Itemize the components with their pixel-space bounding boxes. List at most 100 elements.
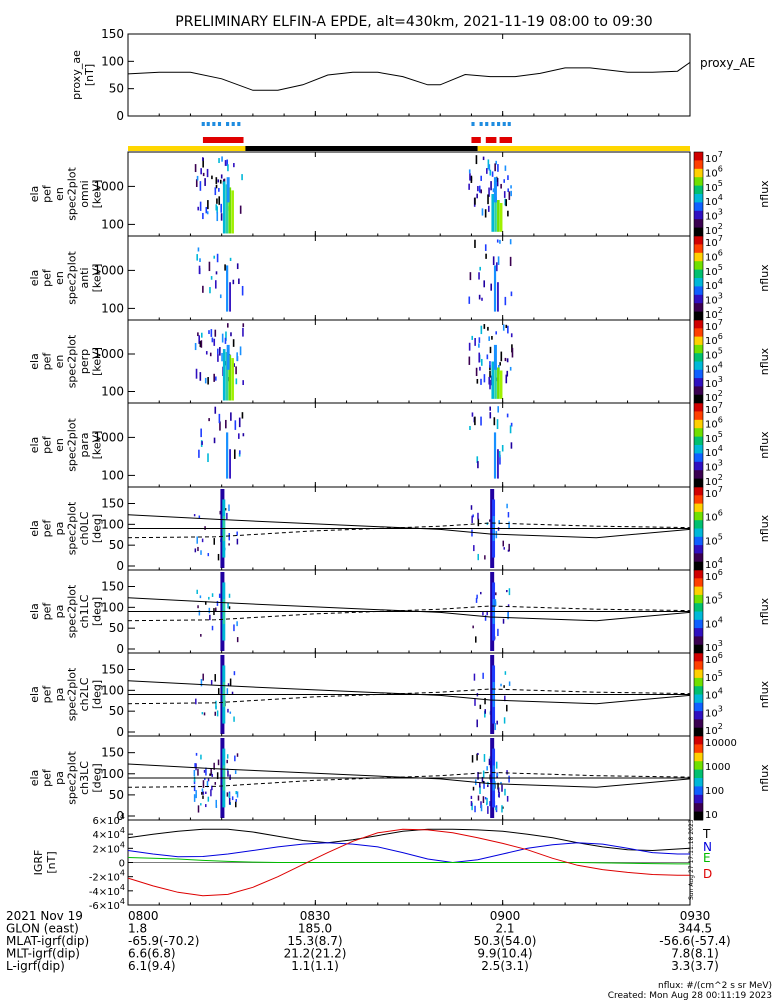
flux-pixel bbox=[216, 772, 219, 780]
colorbar-band bbox=[694, 303, 703, 313]
flux-pixel bbox=[194, 342, 197, 351]
ephemeris-value: -65.9(-70.2) bbox=[128, 934, 199, 948]
flux-pixel bbox=[216, 253, 219, 263]
loss-cone-lines-ch2LC bbox=[127, 680, 691, 705]
y-tick-label: 4×104 bbox=[92, 826, 125, 841]
flux-pixel bbox=[474, 338, 476, 346]
flux-pixel bbox=[228, 606, 231, 610]
loss-cone-boundary bbox=[127, 680, 691, 705]
flux-pixel bbox=[233, 449, 236, 459]
flux-pixel bbox=[219, 510, 221, 515]
colorbar-tick-label: 106 bbox=[705, 651, 723, 666]
flux-pixel bbox=[227, 602, 229, 609]
flux-pixel bbox=[504, 165, 507, 171]
flux-pixel bbox=[194, 164, 197, 173]
flux-pixel bbox=[233, 671, 236, 676]
flux-pixel bbox=[480, 416, 482, 426]
flux-pixel bbox=[488, 376, 491, 385]
flux-pixel bbox=[487, 806, 489, 814]
colorbar-band bbox=[694, 694, 703, 704]
anti-loss-cone-boundary bbox=[127, 605, 691, 622]
flux-pixel bbox=[234, 420, 237, 430]
flux-pixel bbox=[473, 673, 476, 681]
colorbar-tick-label: 104 bbox=[705, 193, 723, 208]
colorbar-band bbox=[694, 286, 703, 296]
colorbar-label: nflux bbox=[758, 180, 771, 208]
flux-pixel bbox=[506, 503, 508, 509]
y-tick-label: 100 bbox=[101, 767, 124, 781]
colorbar-band bbox=[694, 478, 703, 488]
flux-pixel bbox=[238, 417, 241, 428]
loss-cone-lines-ch3LC bbox=[127, 763, 691, 788]
ylabel-anti: en bbox=[53, 271, 66, 285]
flux-pixel bbox=[224, 264, 226, 271]
flux-pixel bbox=[484, 615, 487, 621]
science-zone-marker bbox=[497, 122, 501, 126]
flux-pixel bbox=[218, 196, 221, 205]
flux-pixel bbox=[242, 433, 245, 437]
flux-pixel bbox=[198, 335, 200, 344]
flux-pixel bbox=[508, 191, 511, 200]
y-tick-label: 100 bbox=[101, 385, 124, 399]
flux-pixel bbox=[507, 175, 509, 180]
colorbar-label: nflux bbox=[758, 764, 771, 792]
flux-pixel bbox=[480, 189, 483, 194]
ephemeris-value: 2.1 bbox=[495, 922, 514, 936]
flux-pixel bbox=[494, 163, 496, 172]
colorbar-band bbox=[694, 803, 703, 813]
colorbar-tick-label: 105 bbox=[705, 592, 723, 607]
flux-column bbox=[494, 364, 497, 399]
flux-pixel bbox=[489, 361, 491, 368]
colorbar-band bbox=[694, 152, 703, 161]
colorbar-band bbox=[694, 669, 703, 679]
flux-pixel bbox=[500, 351, 503, 362]
flux-pixel bbox=[495, 761, 498, 769]
flux-pixel bbox=[205, 804, 207, 808]
flux-pixel bbox=[204, 777, 206, 781]
flux-pixel bbox=[229, 774, 231, 781]
ylabel-anti: pef bbox=[41, 268, 54, 287]
flux-pixel bbox=[217, 354, 219, 362]
flux-pixel bbox=[193, 780, 196, 785]
flux-column bbox=[222, 349, 226, 401]
flux-pixel bbox=[482, 780, 485, 784]
colorbar-tick-label: 105 bbox=[705, 430, 723, 445]
flux-pixel bbox=[475, 155, 478, 165]
colorbar-tick-label: 102 bbox=[705, 306, 723, 321]
flux-pixel bbox=[194, 763, 196, 769]
colorbar-band bbox=[694, 185, 703, 195]
flux-column bbox=[226, 432, 229, 479]
flux-pixel bbox=[216, 211, 219, 222]
colorbar-tick-label: 104 bbox=[705, 277, 723, 292]
ylabel-ch2LC: spec2plot bbox=[66, 667, 79, 721]
y-tick-label: 100 bbox=[101, 301, 124, 315]
flux-column bbox=[226, 265, 229, 312]
ephemeris-value: 1.1(1.1) bbox=[291, 959, 339, 973]
flux-pixel bbox=[484, 555, 486, 560]
ephemeris-value: 0800 bbox=[128, 909, 159, 923]
flux-pixel bbox=[484, 244, 487, 251]
flux-pixel bbox=[489, 370, 491, 378]
flux-pixel bbox=[211, 625, 214, 631]
ephemeris-value: 344.5 bbox=[678, 922, 712, 936]
flux-pixel bbox=[486, 766, 488, 771]
y-tick-label: 50 bbox=[109, 82, 124, 96]
flux-pixel bbox=[196, 536, 198, 544]
colorbar-tick-label: 103 bbox=[705, 208, 723, 223]
ephemeris-row-label: MLT-igrf(dip) bbox=[6, 947, 80, 961]
flux-pixel bbox=[201, 788, 204, 792]
flux-pixel bbox=[224, 508, 227, 511]
flux-pixel bbox=[198, 265, 201, 274]
ephemeris-value: 185.0 bbox=[298, 922, 332, 936]
flux-pixel bbox=[504, 671, 507, 675]
flux-pixel bbox=[477, 795, 480, 801]
colorbar-band bbox=[694, 661, 703, 671]
colorbar-tick-label: 105 bbox=[705, 346, 723, 361]
flux-column bbox=[226, 344, 230, 370]
colorbar-band bbox=[694, 752, 703, 762]
flux-pixel bbox=[214, 674, 216, 682]
flux-pixel bbox=[496, 239, 499, 243]
flux-pixel bbox=[492, 256, 495, 266]
flux-pixel bbox=[230, 332, 232, 337]
flux-pixel bbox=[235, 799, 237, 802]
